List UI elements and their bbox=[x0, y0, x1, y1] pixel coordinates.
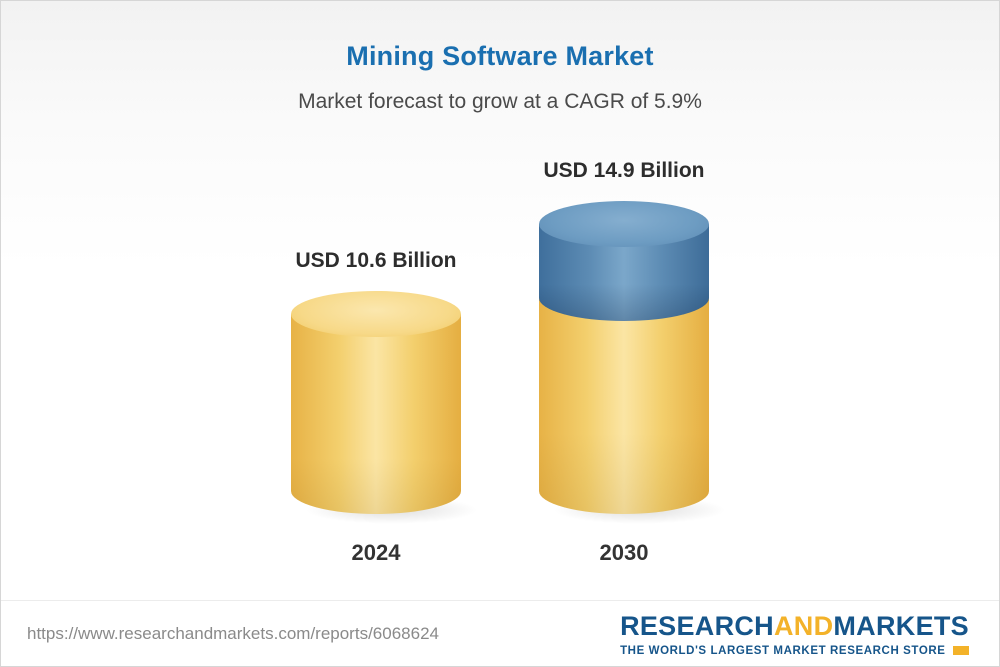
logo-gold-bar bbox=[952, 646, 969, 655]
logo-wordmark: RESEARCHANDMARKETS bbox=[620, 611, 969, 642]
logo-word-and: AND bbox=[773, 610, 834, 641]
logo-tagline: THE WORLD'S LARGEST MARKET RESEARCH STOR… bbox=[620, 644, 946, 657]
bar-column-2030: USD 14.9 Billion 2030 bbox=[539, 159, 726, 566]
growth-segment-top bbox=[539, 201, 709, 247]
chart-area: USD 10.6 Billion 2024 USD 14.9 Billion 2… bbox=[1, 114, 999, 566]
logo-word-markets: MARKETS bbox=[833, 610, 969, 641]
cylinder-2030 bbox=[539, 201, 726, 524]
cylinder-body-2024 bbox=[291, 314, 461, 514]
chart-header: Mining Software Market Market forecast t… bbox=[1, 1, 999, 114]
cylinder-2024 bbox=[291, 291, 478, 524]
bar-column-2024: USD 10.6 Billion 2024 bbox=[291, 249, 478, 566]
logo-word-research: RESEARCH bbox=[620, 610, 774, 641]
bar-value-label-2030: USD 14.9 Billion bbox=[543, 159, 705, 182]
chart-subtitle: Market forecast to grow at a CAGR of 5.9… bbox=[298, 90, 702, 113]
bar-value-label-2024: USD 10.6 Billion bbox=[295, 249, 457, 272]
logo-tagline-row: THE WORLD'S LARGEST MARKET RESEARCH STOR… bbox=[620, 645, 969, 657]
source-url-link[interactable]: https://www.researchandmarkets.com/repor… bbox=[27, 623, 439, 643]
bar-year-label-2024: 2024 bbox=[351, 540, 401, 565]
bar-year-label-2030: 2030 bbox=[599, 540, 649, 565]
research-and-markets-logo: RESEARCHANDMARKETS THE WORLD'S LARGEST M… bbox=[620, 611, 969, 657]
bar-2030-growth-segment bbox=[539, 201, 709, 321]
cylinder-top-2024 bbox=[291, 291, 461, 337]
footer: https://www.researchandmarkets.com/repor… bbox=[1, 600, 999, 666]
chart-title: Mining Software Market bbox=[346, 41, 654, 71]
